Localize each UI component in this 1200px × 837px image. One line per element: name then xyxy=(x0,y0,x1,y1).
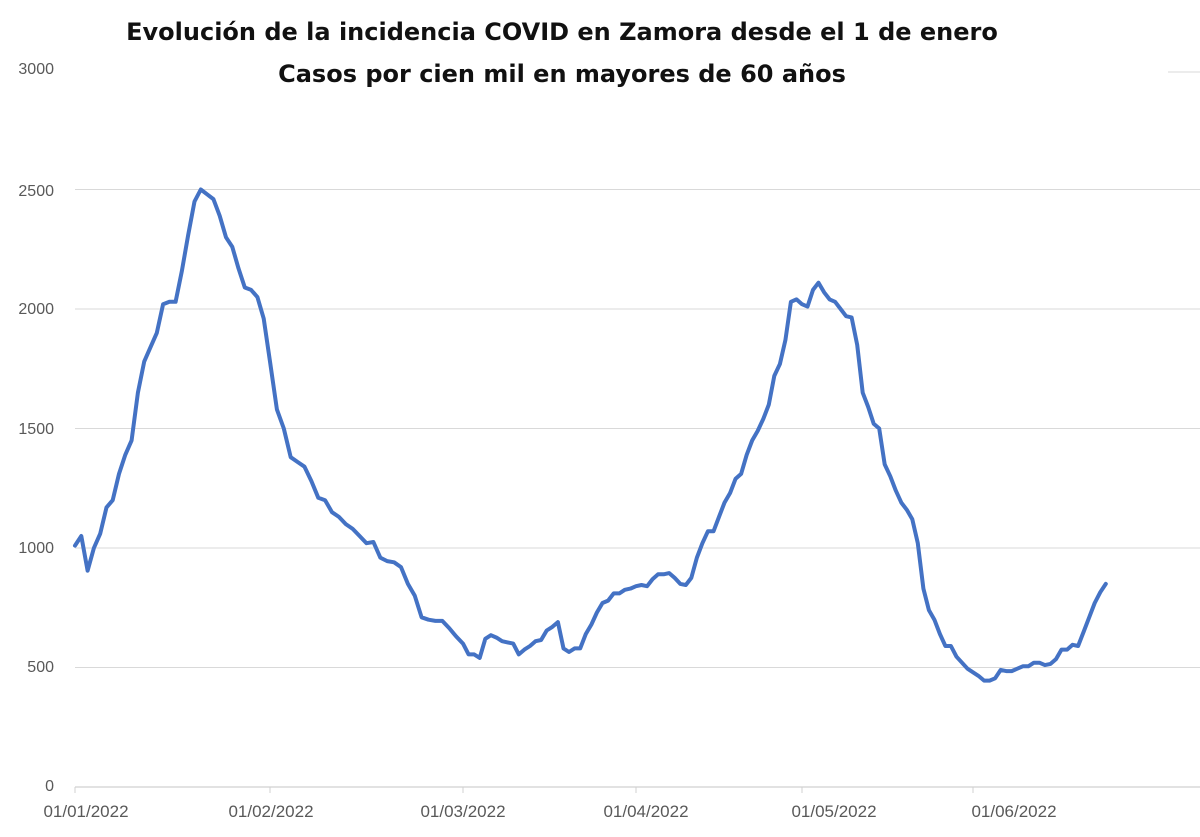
x-tick-apr: 01/04/2022 xyxy=(603,802,689,821)
y-tick-2000: 2000 xyxy=(18,301,54,318)
chart-title: Evolución de la incidencia COVID en Zamo… xyxy=(126,18,998,46)
y-tick-500: 500 xyxy=(27,659,54,676)
x-tick-may: 01/05/2022 xyxy=(791,802,877,821)
y-tick-3000: 3000 xyxy=(18,61,54,78)
x-tick-jan: 01/01/2022 xyxy=(43,802,129,821)
x-tick-feb: 01/02/2022 xyxy=(228,802,314,821)
x-tick-jun: 01/06/2022 xyxy=(971,802,1057,821)
y-tick-1000: 1000 xyxy=(18,540,54,557)
y-tick-2500: 2500 xyxy=(18,183,54,200)
y-tick-1500: 1500 xyxy=(18,421,54,438)
y-tick-0: 0 xyxy=(45,778,54,795)
x-tick-mar: 01/03/2022 xyxy=(420,802,506,821)
series-line xyxy=(73,187,1108,683)
chart-subtitle: Casos por cien mil en mayores de 60 años xyxy=(278,60,846,88)
